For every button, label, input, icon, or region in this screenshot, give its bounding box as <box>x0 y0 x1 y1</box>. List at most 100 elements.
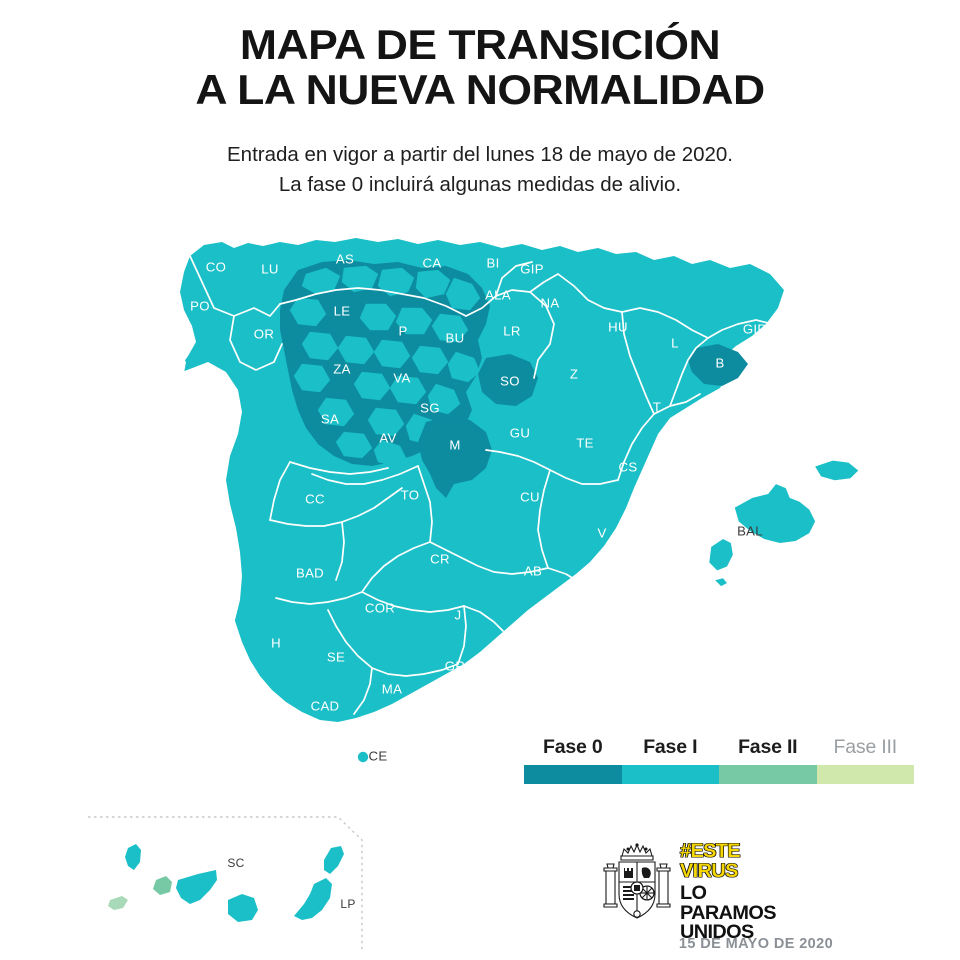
subtitle-line-2: La fase 0 incluirá algunas medidas de al… <box>278 172 682 196</box>
legend-swatch-fase-i <box>621 765 719 784</box>
province-label-bad: BAD <box>296 565 324 580</box>
province-label-gir: GIR <box>743 321 767 336</box>
province-label-ca: CA <box>423 255 442 270</box>
island-menorca <box>815 460 859 481</box>
island-gran-canaria <box>228 894 258 922</box>
province-label-sa: SA <box>321 411 339 426</box>
title-line-2: A LA NUEVA NORMALIDAD <box>195 66 765 114</box>
legend-label-fase-ii: Fase II <box>738 736 798 758</box>
region-balearic-islands <box>709 460 859 587</box>
province-label-ab: AB <box>524 563 542 578</box>
dot-ceuta <box>357 751 369 763</box>
province-label-na: NA <box>541 295 560 310</box>
legend-label-fase-iii: Fase III <box>833 736 898 758</box>
island-el-hierro <box>108 896 128 910</box>
province-label-za: ZA <box>333 361 350 376</box>
campaign-line-2: VIRUS <box>680 859 738 882</box>
campaign-line-4: PARAMOS <box>680 901 777 924</box>
province-label-cad: CAD <box>311 698 340 713</box>
spain-map: CO LU PO OR AS CA BI GIP ALA NA LE P BU LR SO ZA VA SG SA A… <box>60 212 900 772</box>
island-mallorca <box>734 484 816 543</box>
province-label-gr: GR <box>445 658 465 673</box>
page-subtitle: Entrada en vigor a partir del lunes 18 d… <box>0 140 960 199</box>
legend-label-fase-0: Fase 0 <box>542 736 603 758</box>
phase-legend: Fase 0 Fase I Fase II Fase III <box>524 736 914 784</box>
province-label-ala: ALA <box>485 287 511 302</box>
health-zone-mosaic <box>289 265 481 467</box>
legend-color-bar-row <box>524 765 914 784</box>
province-label-cs: CS <box>619 459 638 474</box>
page-title: MAPA DE TRANSICIÓN A LA NUEVA NORMALIDAD <box>0 22 960 113</box>
province-label-te: TE <box>576 435 593 450</box>
province-label-cu: CU <box>520 489 540 504</box>
province-label-lr: LR <box>503 323 520 338</box>
footer-branding: #ESTE VIRUS LO PARAMOS UNIDOS 15 DE MAYO… <box>596 838 916 952</box>
province-label-so: SO <box>500 373 520 388</box>
title-line-1: MAPA DE TRANSICIÓN <box>239 21 721 68</box>
canary-labels: SC LP <box>227 856 355 911</box>
province-label-bal: BAL <box>737 523 763 538</box>
province-label-po: PO <box>190 298 210 313</box>
map-regions <box>114 238 859 772</box>
province-label-as: AS <box>336 251 354 266</box>
province-label-gip: GIP <box>520 261 544 276</box>
campaign-line-1: #ESTE <box>680 840 741 862</box>
province-label-ce: CE <box>369 748 388 763</box>
legend-swatch-fase-iii <box>816 765 914 784</box>
province-label-cor: COR <box>365 600 395 615</box>
province-label-p: P <box>398 323 407 338</box>
province-label-a: A <box>603 591 612 606</box>
province-label-m: M <box>449 437 460 452</box>
province-label-cc: CC <box>305 491 325 506</box>
subtitle-line-1: Entrada en vigor a partir del lunes 18 d… <box>227 143 733 166</box>
province-label-z: Z <box>570 366 578 381</box>
province-label-se: SE <box>327 649 345 664</box>
province-label-gu: GU <box>510 425 530 440</box>
island-ibiza <box>709 539 733 571</box>
province-borders <box>189 255 773 715</box>
island-fuerteventura <box>324 846 344 874</box>
province-label-l: L <box>671 335 679 350</box>
island-la-palma <box>125 844 141 870</box>
inset-frame-border <box>88 816 363 950</box>
island-tenerife <box>176 870 217 904</box>
province-label-or: OR <box>254 326 274 341</box>
canary-island-shapes <box>108 844 344 922</box>
legend-swatch-fase-0 <box>524 765 622 784</box>
province-label-cr: CR <box>430 551 450 566</box>
province-label-j: J <box>455 607 462 622</box>
legend-label-row: Fase 0 Fase I Fase II Fase III <box>524 736 914 759</box>
canary-label-lp: LP <box>340 897 355 911</box>
canary-islands-inset: SC LP <box>86 812 416 952</box>
province-label-v: V <box>597 525 606 540</box>
province-label-mu: MU <box>554 615 575 630</box>
province-label-bu: BU <box>446 330 465 345</box>
province-label-to: TO <box>401 487 420 502</box>
province-label-va: VA <box>393 370 410 385</box>
province-label-av: AV <box>379 430 396 445</box>
province-label-t: T <box>653 399 661 414</box>
province-label-h: H <box>271 635 281 650</box>
province-label-alm: ALM <box>508 656 536 671</box>
campaign-line-3: LO <box>680 882 707 904</box>
province-label-bi: BI <box>486 255 499 270</box>
province-label-lu: LU <box>261 261 278 276</box>
island-la-gomera <box>153 876 172 895</box>
campaign-slogan: #ESTE VIRUS LO PARAMOS UNIDOS <box>680 840 777 943</box>
province-label-b: B <box>715 355 724 370</box>
canary-label-sc: SC <box>227 856 244 870</box>
province-label-co: CO <box>206 259 226 274</box>
region-soria-fase0 <box>478 354 538 406</box>
spain-coat-of-arms-icon <box>600 838 674 930</box>
island-formentera <box>715 578 727 587</box>
region-barcelona-fase0 <box>688 344 748 386</box>
legend-swatch-fase-ii <box>719 765 817 784</box>
province-label-ma: MA <box>382 681 402 696</box>
legend-label-fase-i: Fase I <box>643 736 698 758</box>
campaign-line-5: UNIDOS <box>680 921 754 943</box>
coast-cut-portugal <box>120 362 242 732</box>
island-lanzarote <box>294 878 332 920</box>
province-label-sg: SG <box>420 400 440 415</box>
